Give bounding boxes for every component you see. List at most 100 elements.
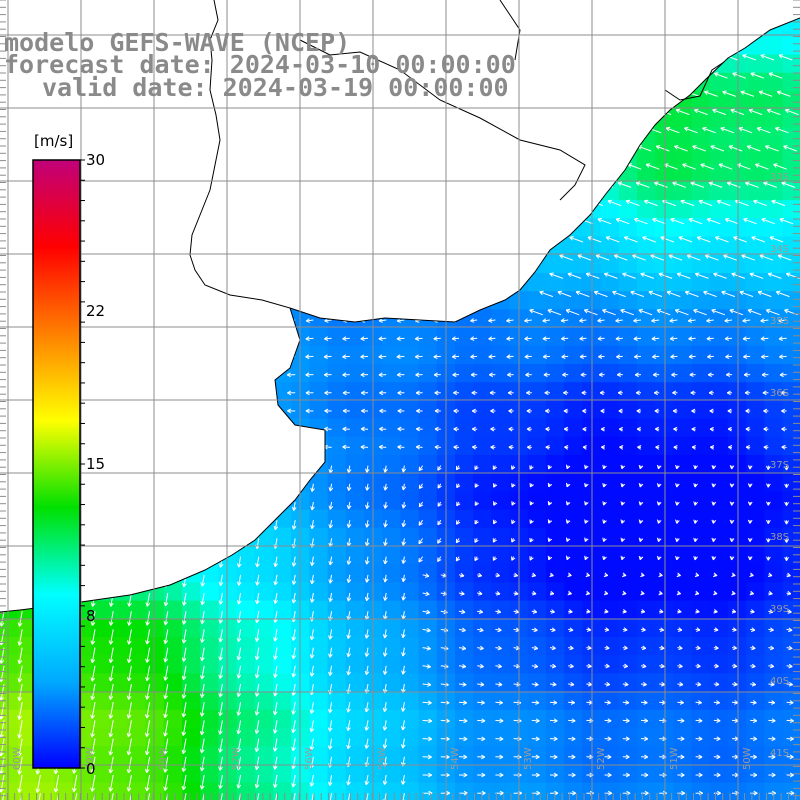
wind-speed-cell: [527, 600, 547, 620]
wind-speed-cell: [709, 145, 729, 165]
wind-speed-cell: [182, 673, 201, 693]
wind-speed-cell: [782, 491, 800, 511]
wind-speed-cell: [309, 491, 329, 511]
wind-speed-cell: [455, 618, 474, 638]
wind-arrow: [711, 501, 717, 506]
wind-speed-cell: [182, 709, 201, 729]
wind-arrow: [563, 426, 569, 432]
wind-arrow: [543, 372, 551, 378]
wind-speed-cell: [691, 637, 711, 656]
wind-speed-cell: [782, 200, 800, 219]
wind-speed-cell: [455, 509, 474, 529]
wind-speed-cell: [637, 527, 656, 547]
wind-speed-cell: [0, 618, 19, 638]
wind-arrow: [474, 519, 479, 525]
wind-speed-cell: [200, 673, 219, 693]
wind-speed-cell: [0, 673, 19, 693]
wind-arrow: [489, 372, 496, 378]
wind-speed-cell: [418, 345, 438, 365]
wind-speed-cell: [109, 782, 128, 800]
wind-speed-cell: [764, 546, 784, 565]
wind-arrow: [401, 465, 407, 473]
wind-speed-cell: [728, 163, 747, 183]
wind-speed-cell: [709, 200, 729, 219]
wind-speed-cell: [637, 163, 656, 183]
wind-speed-cell: [345, 382, 365, 401]
wind-arrow: [620, 519, 626, 524]
wind-speed-cell: [546, 382, 565, 401]
wind-arrow: [396, 372, 405, 378]
latitude-label: 35S: [770, 316, 789, 327]
wind-speed-cell: [145, 618, 165, 638]
wind-arrow: [747, 483, 753, 488]
wind-speed-cell: [673, 254, 693, 274]
wind-arrow: [656, 519, 662, 524]
wind-arrow: [688, 354, 696, 359]
wind-speed-cell: [309, 546, 329, 565]
wind-speed-cell: [637, 236, 656, 256]
wind-arrow: [618, 426, 623, 432]
wind-speed-cell: [673, 364, 693, 383]
wind-speed-cell: [673, 218, 693, 238]
wind-arrow: [474, 538, 479, 543]
wind-speed-cell: [254, 655, 274, 674]
wind-arrow: [490, 408, 496, 414]
wind-speed-cell: [400, 764, 420, 784]
wind-speed-cell: [782, 72, 800, 92]
wind-arrow: [669, 336, 678, 341]
wind-speed-cell: [637, 182, 656, 201]
wind-speed-cell: [182, 728, 201, 747]
wind-speed-cell: [637, 600, 656, 620]
wind-speed-cell: [327, 637, 347, 656]
wind-arrow: [414, 354, 423, 360]
wind-speed-cell: [600, 436, 620, 456]
wind-arrow: [342, 408, 350, 414]
wind-arrow: [488, 336, 496, 341]
wind-speed-cell: [418, 327, 438, 347]
wind-speed-cell: [200, 746, 219, 765]
wind-speed-cell: [764, 491, 784, 511]
wind-speed-cell: [473, 582, 492, 602]
wind-speed-cell: [600, 418, 620, 438]
wind-speed-cell: [764, 582, 784, 602]
wind-speed-cell: [728, 746, 747, 765]
wind-arrow: [636, 408, 642, 414]
wind-speed-cell: [218, 746, 238, 765]
wind-arrow: [597, 318, 605, 323]
wind-speed-cell: [728, 200, 747, 219]
wind-speed-cell: [455, 546, 474, 565]
wind-arrow: [524, 336, 532, 341]
wind-arrow: [565, 537, 571, 542]
wind-speed-cell: [782, 218, 800, 238]
wind-arrow: [414, 336, 423, 341]
wind-speed-cell: [400, 564, 420, 583]
wind-speed-cell: [637, 509, 656, 529]
wind-arrow: [323, 372, 332, 378]
wind-speed-cell: [491, 655, 511, 674]
wind-speed-cell: [764, 327, 784, 347]
wind-arrow: [766, 556, 771, 561]
wind-speed-cell: [746, 582, 765, 602]
wind-speed-cell: [691, 418, 711, 438]
wind-speed-cell: [728, 236, 747, 256]
wind-speed-cell: [782, 436, 800, 456]
wind-speed-cell: [618, 418, 638, 438]
wind-speed-cell: [709, 564, 729, 583]
wind-speed-cell: [418, 418, 438, 438]
wind-speed-cell: [218, 582, 238, 602]
wind-speed-cell: [291, 746, 310, 765]
wind-speed-cell: [709, 655, 729, 674]
wind-arrow: [689, 372, 696, 378]
wind-speed-cell: [782, 91, 800, 110]
wind-speed-cell: [764, 364, 784, 383]
wind-arrow: [364, 538, 370, 547]
wind-arrow: [529, 519, 534, 524]
wind-speed-cell: [746, 655, 765, 674]
wind-arrow: [507, 390, 514, 396]
wind-speed-cell: [327, 436, 347, 456]
wind-arrow: [673, 445, 678, 450]
wind-speed-cell: [254, 728, 274, 747]
wind-arrow: [397, 444, 405, 450]
wind-arrow: [365, 483, 370, 491]
wind-speed-cell: [527, 618, 547, 638]
